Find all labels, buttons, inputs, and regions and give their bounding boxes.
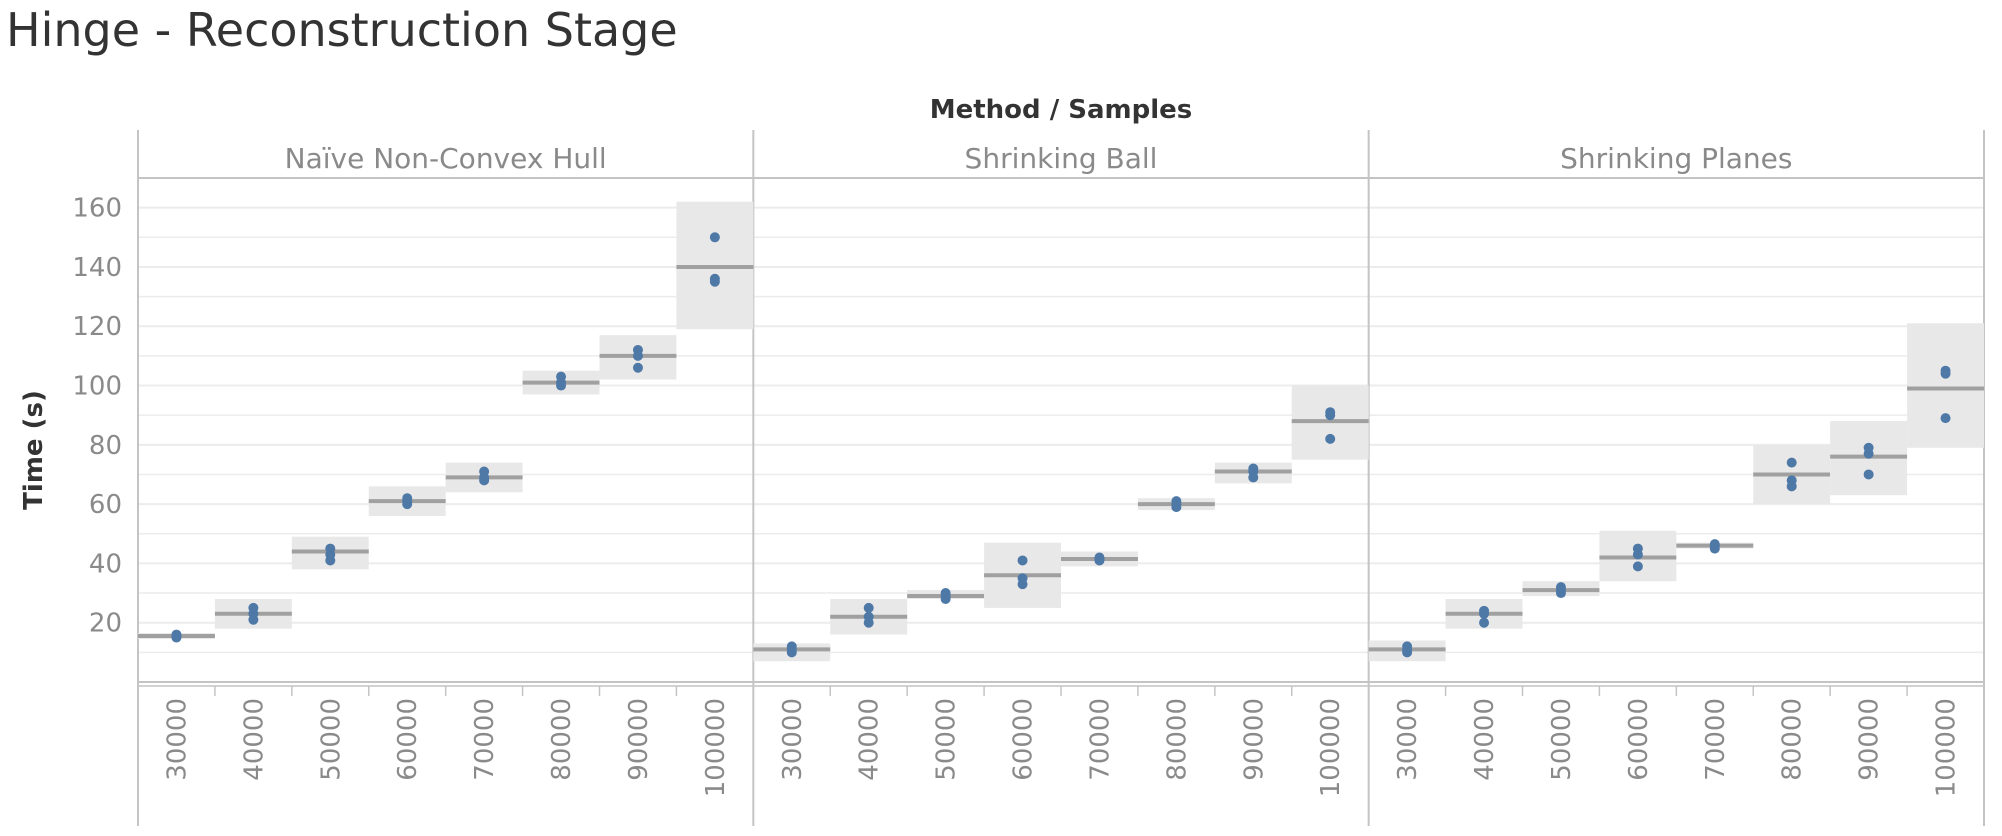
- x-tick-label: 100000: [701, 698, 731, 797]
- box-rect: [1907, 323, 1984, 448]
- x-tick-label: 50000: [1547, 698, 1577, 781]
- box-group: [1907, 323, 1984, 448]
- x-tick-label: 70000: [1701, 698, 1731, 781]
- box-group: [1061, 551, 1138, 567]
- y-tick-label: 60: [89, 490, 122, 520]
- data-point: [1479, 617, 1490, 628]
- box-group: [1753, 444, 1831, 505]
- chart-title: Hinge - Reconstruction Stage: [6, 3, 678, 57]
- y-axis-label: Time (s): [19, 390, 49, 510]
- data-point: [863, 611, 874, 622]
- data-point: [1479, 605, 1490, 616]
- data-point: [171, 631, 182, 642]
- y-tick-label: 160: [72, 194, 122, 224]
- x-tick-label: 90000: [1239, 698, 1269, 781]
- box-group: [907, 588, 985, 604]
- x-tick-label: 50000: [316, 698, 346, 781]
- data-point: [1017, 573, 1028, 584]
- y-tick-label: 40: [89, 549, 122, 579]
- x-tick-label: 70000: [1085, 698, 1115, 781]
- data-point: [1325, 433, 1336, 444]
- data-point: [1094, 553, 1105, 564]
- data-point: [940, 588, 951, 599]
- x-tick-label: 90000: [624, 698, 654, 781]
- plot-area: 20 40 60 80 100 120 140 160 Naïve Non-Convex Hul…: [72, 130, 1985, 826]
- box-group: [1368, 640, 1446, 662]
- y-tick-label: 20: [89, 609, 122, 639]
- box-group: [1599, 530, 1677, 582]
- data-point: [1940, 365, 1951, 376]
- box-group: [522, 370, 600, 395]
- y-tick-label: 140: [72, 253, 122, 283]
- box-group: [445, 462, 523, 493]
- data-point: [248, 602, 259, 613]
- x-tick-label: 60000: [1624, 698, 1654, 781]
- x-tick-label: 30000: [162, 698, 192, 781]
- data-point: [1709, 539, 1720, 550]
- box-group: [1137, 496, 1215, 513]
- y-tick-label: 80: [89, 431, 122, 461]
- box-group: [676, 201, 754, 330]
- x-tick-label: 40000: [1470, 698, 1500, 781]
- data-point: [1555, 582, 1566, 593]
- data-point: [479, 466, 490, 477]
- data-point: [1632, 561, 1643, 572]
- data-point: [402, 496, 413, 507]
- data-point: [1863, 442, 1874, 453]
- data-point: [325, 543, 336, 554]
- pane-title: Naïve Non-Convex Hull: [285, 142, 607, 175]
- data-point: [1402, 641, 1413, 652]
- x-tick-label: 30000: [1393, 698, 1423, 781]
- box-group: [1214, 462, 1292, 484]
- box-group: [1522, 581, 1600, 599]
- x-tick-label: 50000: [932, 698, 962, 781]
- data-point: [1863, 469, 1874, 480]
- data-point: [709, 232, 720, 243]
- data-point: [556, 371, 567, 382]
- box-group: [214, 598, 292, 629]
- x-tick-label: 80000: [1162, 698, 1192, 781]
- data-point: [786, 641, 797, 652]
- data-point: [1786, 475, 1797, 486]
- box-group: [138, 629, 215, 643]
- box-group: [1676, 539, 1754, 554]
- x-tick-label: 90000: [1855, 698, 1885, 781]
- x-tick-label: 40000: [855, 698, 885, 781]
- x-tick-label: 40000: [239, 698, 269, 781]
- box-group: [753, 641, 831, 662]
- data-point: [1171, 496, 1182, 507]
- box-group: [291, 536, 369, 570]
- box-group: [1445, 598, 1523, 629]
- x-tick-label: 80000: [1778, 698, 1808, 781]
- pane-title: Shrinking Ball: [965, 142, 1158, 175]
- box-group: [830, 598, 908, 635]
- data-point: [709, 273, 720, 284]
- data-point: [1017, 555, 1028, 566]
- data-point: [1940, 413, 1951, 424]
- x-tick-label: 80000: [547, 698, 577, 781]
- x-tick-label: 30000: [778, 698, 808, 781]
- data-point: [1632, 543, 1643, 554]
- column-header-title: Method / Samples: [930, 95, 1193, 125]
- data-point: [1325, 407, 1336, 418]
- data-point: [863, 602, 874, 613]
- y-tick-label: 120: [72, 312, 122, 342]
- box-group: [1291, 385, 1369, 460]
- x-tick-label: 60000: [1009, 698, 1039, 781]
- box-group: [599, 335, 677, 380]
- x-tick-label: 60000: [393, 698, 423, 781]
- x-tick-label: 70000: [470, 698, 500, 781]
- x-tick-label: 100000: [1316, 698, 1346, 797]
- data-point: [1248, 463, 1259, 474]
- box-group: [1830, 421, 1908, 496]
- data-point: [632, 344, 643, 355]
- x-tick-label: 100000: [1932, 698, 1962, 797]
- box-group: [368, 486, 446, 516]
- y-tick-label: 100: [72, 372, 122, 402]
- pane-title: Shrinking Planes: [1560, 142, 1792, 175]
- box-group: [984, 542, 1061, 608]
- data-point: [1786, 457, 1797, 468]
- data-point: [632, 362, 643, 373]
